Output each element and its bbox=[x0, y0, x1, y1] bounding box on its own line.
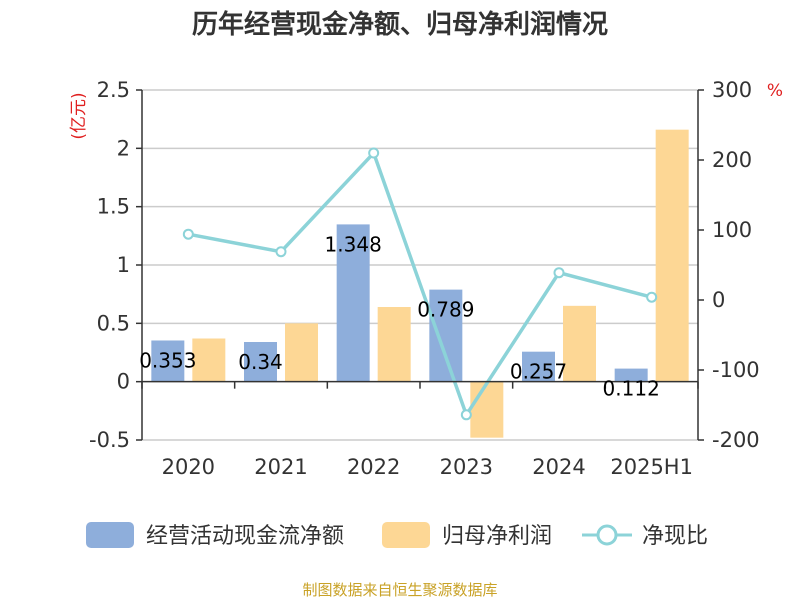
data-label-cash-flow: 0.789 bbox=[417, 298, 474, 322]
tick-labels: 2.5 2 1.5 1 0.5 0 -0.5 300 200 100 0 -100 -200 2020 20… bbox=[89, 78, 760, 479]
legend: 经营活动现金流净额 归母净利润 净现比 bbox=[86, 522, 708, 549]
legend-swatch-net-profit bbox=[382, 522, 430, 548]
ratio-point bbox=[368, 147, 380, 159]
legend-label-ratio: 净现比 bbox=[642, 524, 708, 549]
left-tick-label: 1.5 bbox=[97, 195, 130, 219]
ratio-point bbox=[275, 246, 287, 258]
ratio-point bbox=[182, 228, 194, 240]
legend-item-cash-flow[interactable]: 经营活动现金流净额 bbox=[86, 522, 344, 549]
legend-item-ratio[interactable]: 净现比 bbox=[582, 524, 708, 549]
bar-net-profit bbox=[655, 129, 689, 382]
right-tick-label: 200 bbox=[712, 148, 752, 172]
left-tick-label: 2.5 bbox=[97, 78, 130, 102]
chart-title: 历年经营现金净额、归母净利润情况 bbox=[192, 9, 608, 40]
right-tick-label: -200 bbox=[712, 428, 760, 452]
bar-cash-flow bbox=[522, 351, 555, 382]
ratio-point bbox=[460, 409, 472, 421]
data-labels: 0.353 0.34 1.348 0.789 0.257 0.112 bbox=[139, 232, 660, 400]
left-tick-label: 0 bbox=[117, 370, 130, 394]
data-label-cash-flow: 0.34 bbox=[238, 350, 283, 374]
left-tick-label: -0.5 bbox=[89, 428, 130, 452]
bar-cash-flow bbox=[151, 340, 185, 382]
ratio-point bbox=[553, 267, 565, 279]
bar-net-profit bbox=[470, 381, 504, 438]
ratio-line-series bbox=[182, 147, 658, 421]
legend-swatch-cash-flow bbox=[86, 522, 134, 548]
right-tick-label: 0 bbox=[712, 288, 725, 312]
bar-net-profit bbox=[563, 305, 596, 382]
bar-cash-flow bbox=[429, 289, 463, 382]
right-tick-label: -100 bbox=[712, 358, 760, 382]
right-axis-unit: % bbox=[767, 81, 783, 101]
ratio-point bbox=[646, 291, 658, 303]
bar-net-profit bbox=[192, 338, 226, 382]
x-tick-label: 2024 bbox=[532, 455, 585, 479]
legend-label-net-profit: 归母净利润 bbox=[442, 524, 552, 549]
left-tick-label: 0.5 bbox=[97, 311, 130, 335]
data-label-cash-flow: 0.257 bbox=[510, 360, 567, 384]
axes bbox=[136, 89, 704, 441]
bar-net-profit bbox=[285, 323, 318, 382]
left-tick-label: 1 bbox=[117, 253, 130, 277]
legend-item-net-profit[interactable]: 归母净利润 bbox=[382, 522, 552, 549]
bar-cash-flow bbox=[244, 342, 277, 382]
x-tick-label: 2022 bbox=[347, 455, 400, 479]
bar-cash-flow bbox=[614, 368, 648, 382]
bar-cash-flow bbox=[336, 224, 370, 382]
x-tick-label: 2025H1 bbox=[610, 455, 693, 479]
x-tick-label: 2021 bbox=[254, 455, 307, 479]
left-axis-unit: (亿元) bbox=[69, 92, 89, 139]
bars bbox=[151, 129, 689, 438]
left-tick-label: 2 bbox=[117, 136, 130, 160]
legend-label-cash-flow: 经营活动现金流净额 bbox=[146, 524, 344, 549]
data-label-cash-flow: 0.353 bbox=[139, 348, 196, 372]
x-tick-label: 2023 bbox=[440, 455, 493, 479]
ratio-line bbox=[188, 149, 653, 419]
bar-net-profit bbox=[377, 307, 411, 382]
legend-swatch-ratio-marker bbox=[596, 524, 618, 546]
data-label-cash-flow: 0.112 bbox=[603, 377, 660, 401]
data-label-cash-flow: 1.348 bbox=[325, 232, 382, 256]
source-note: 制图数据来自恒生聚源数据库 bbox=[302, 581, 497, 599]
right-tick-label: 300 bbox=[712, 78, 752, 102]
right-tick-label: 100 bbox=[712, 218, 752, 242]
x-tick-label: 2020 bbox=[162, 455, 215, 479]
gridlines bbox=[142, 89, 698, 441]
